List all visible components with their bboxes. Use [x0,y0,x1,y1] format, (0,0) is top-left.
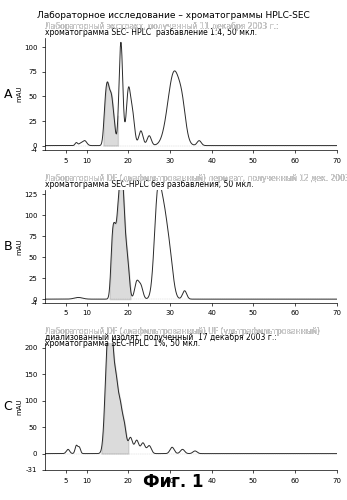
Text: A: A [3,88,12,101]
Text: Фиг. 1: Фиг. 1 [143,473,204,491]
Text: Лабораторный экстракт, полученный 11 декабря 2003 г.:: Лабораторный экстракт, полученный 11 дек… [45,22,279,31]
Text: хроматограмма SEC- HPLC  разбавление 1:4, 50 мкл.: хроматограмма SEC- HPLC разбавление 1:4,… [45,28,257,37]
Y-axis label: mAU: mAU [17,398,23,414]
Y-axis label: mAU: mAU [17,86,23,102]
Text: Лабораторный DF (диафильтрованный) пермеат, полученный 12 дек. 2003 г.:: Лабораторный DF (диафильтрованный) перме… [45,174,347,183]
Text: Лабораторный экстракт, полученный 11 декабря 2003 г.:: Лабораторный экстракт, полученный 11 дек… [45,22,279,31]
Text: Лабораторный DF (диафильтрованный) UF (ультрафильтрованный): Лабораторный DF (диафильтрованный) UF (у… [45,326,320,336]
Text: Лабораторный DF (диафильтрованный) UF (ультрафильтрованный): Лабораторный DF (диафильтрованный) UF (у… [45,326,320,336]
Text: B: B [3,240,12,253]
Text: Лабораторное исследование – хроматограммы HPLC-SEC: Лабораторное исследование – хроматограмм… [37,11,310,20]
Text: диализованный изолят, полученный  17 декабря 2003 г.:: диализованный изолят, полученный 17 дека… [45,332,277,342]
Text: хроматограмма SEC-HPLC  1%, 50 мкл.: хроматограмма SEC-HPLC 1%, 50 мкл. [45,338,200,347]
Y-axis label: mAU: mAU [17,238,23,254]
Text: хроматограмма SEC-HPLC без разбавления, 50 мкл.: хроматограмма SEC-HPLC без разбавления, … [45,180,254,189]
Text: C: C [3,400,12,413]
Text: Лабораторный DF (диафильтрованный) пермеат, полученный 12 дек. 2003 г.:: Лабораторный DF (диафильтрованный) перме… [45,174,347,183]
